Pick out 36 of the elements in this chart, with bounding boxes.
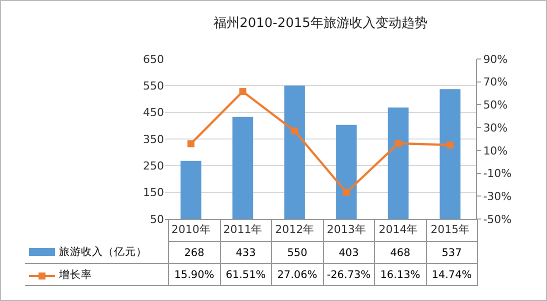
data-label: 16.13% — [374, 264, 426, 286]
legend-label: 旅游收入（亿元） — [59, 246, 147, 258]
y-tick-label: 650 — [143, 52, 164, 66]
data-label: 27.06% — [272, 264, 323, 286]
data-label: 14.74% — [426, 264, 478, 286]
y2-tick-label: 10% — [483, 144, 508, 158]
y2-tick-label: -30% — [483, 190, 512, 203]
y-tick-label: 50 — [150, 212, 164, 226]
x-tick-label: 2013年 — [326, 223, 366, 236]
y2-tick-label: -50% — [483, 212, 512, 226]
data-label: 268 — [168, 242, 220, 264]
y2-tick-label: 70% — [483, 76, 508, 89]
data-label: 468 — [374, 242, 426, 264]
y2-tick-label: -10% — [483, 167, 512, 180]
x-tick-label: 2012年 — [275, 223, 314, 236]
y-tick-label: 550 — [143, 80, 164, 93]
y2-tick-label: 50% — [483, 98, 508, 112]
data-label: 537 — [426, 242, 478, 264]
data-label: 61.51% — [220, 264, 272, 286]
x-tick-label: 2011年 — [223, 223, 262, 236]
x-tick-label: 2015年 — [430, 223, 470, 236]
y2-tick-label: 30% — [483, 121, 508, 134]
data-label: 433 — [220, 242, 272, 264]
data-label: 550 — [272, 242, 323, 264]
data-label: 403 — [323, 242, 374, 264]
x-tick-label: 2010年 — [171, 223, 210, 236]
y2-tick-label: 90% — [483, 52, 508, 66]
y-tick-label: 350 — [143, 132, 164, 146]
data-label: -26.73% — [323, 264, 374, 286]
y-tick-label: 450 — [143, 106, 164, 120]
chart-title: 福州2010-2015年旅游收入变动趋势 — [214, 16, 428, 31]
y-tick-label: 250 — [143, 160, 164, 173]
legend-label: 增长率 — [59, 268, 92, 280]
data-label: 15.90% — [168, 264, 220, 286]
y-tick-label: 150 — [143, 186, 164, 200]
x-tick-label: 2014年 — [378, 223, 418, 236]
